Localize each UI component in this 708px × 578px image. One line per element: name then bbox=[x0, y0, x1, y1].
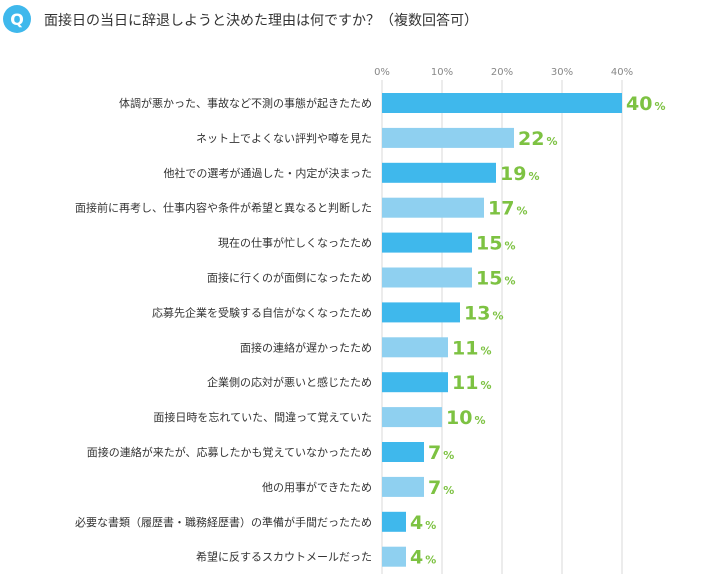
value-label: 15% bbox=[476, 268, 515, 290]
bar bbox=[382, 511, 406, 532]
bar bbox=[382, 127, 514, 148]
question-badge: Q bbox=[3, 5, 31, 33]
category-label: 応募先企業を受験する自信がなくなったため bbox=[152, 305, 372, 319]
bar bbox=[382, 197, 484, 218]
value-label: 22% bbox=[518, 128, 557, 150]
category-label: 面接日時を忘れていた、間違って覚えていた bbox=[153, 410, 372, 424]
bar bbox=[382, 476, 424, 497]
x-tick-label: 40% bbox=[611, 67, 633, 78]
category-label: 面接前に再考し、仕事内容や条件が希望と異なると判断した bbox=[75, 201, 372, 215]
value-label: 15% bbox=[476, 233, 515, 255]
category-label: 企業側の応対が悪いと感じたため bbox=[207, 375, 372, 389]
x-tick-label: 20% bbox=[491, 67, 513, 78]
x-tick-label: 30% bbox=[551, 67, 573, 78]
category-label: 現在の仕事が忙しくなったため bbox=[218, 236, 372, 250]
value-label: 4% bbox=[410, 512, 436, 534]
category-label: 必要な書類（履歴書・職務経歴書）の準備が手間だったため bbox=[75, 515, 372, 529]
value-label: 17% bbox=[488, 198, 527, 220]
x-tick-label: 10% bbox=[431, 67, 453, 78]
bar bbox=[382, 93, 622, 113]
value-label: 11% bbox=[452, 337, 491, 359]
category-label: 他の用事ができたため bbox=[262, 480, 372, 494]
bar bbox=[382, 302, 460, 323]
value-label: 10% bbox=[446, 407, 485, 429]
x-tick-label: 0% bbox=[374, 67, 390, 78]
category-label: 面接に行くのが面倒になったため bbox=[207, 271, 372, 285]
category-label: 他社での選考が通過した・内定が決まった bbox=[163, 166, 372, 180]
bar bbox=[382, 267, 472, 288]
category-label: 面接の連絡が遅かったため bbox=[240, 340, 372, 354]
bar bbox=[382, 337, 448, 358]
bar bbox=[382, 442, 424, 462]
bar bbox=[382, 232, 472, 253]
bar bbox=[382, 546, 406, 567]
category-label: 体調が悪かった、事故など不測の事態が起きたため bbox=[119, 96, 372, 110]
category-label: 面接の連絡が来たが、応募したかも覚えていなかったため bbox=[87, 445, 372, 459]
value-label: 13% bbox=[464, 302, 503, 324]
category-label: 希望に反するスカウトメールだった bbox=[196, 550, 372, 564]
value-label: 4% bbox=[410, 547, 436, 569]
value-label: 11% bbox=[452, 372, 491, 394]
value-label: 7% bbox=[428, 477, 454, 499]
chart-title: 面接日の当日に辞退しようと決めた理由は何ですか？（複数回答可） bbox=[44, 13, 478, 29]
bar bbox=[382, 372, 448, 393]
category-label: ネット上でよくない評判や噂を見た bbox=[196, 131, 372, 145]
bar bbox=[382, 162, 496, 183]
value-label: 40% bbox=[626, 93, 665, 115]
bar bbox=[382, 407, 442, 428]
value-label: 19% bbox=[500, 163, 539, 185]
value-label: 7% bbox=[428, 442, 454, 464]
